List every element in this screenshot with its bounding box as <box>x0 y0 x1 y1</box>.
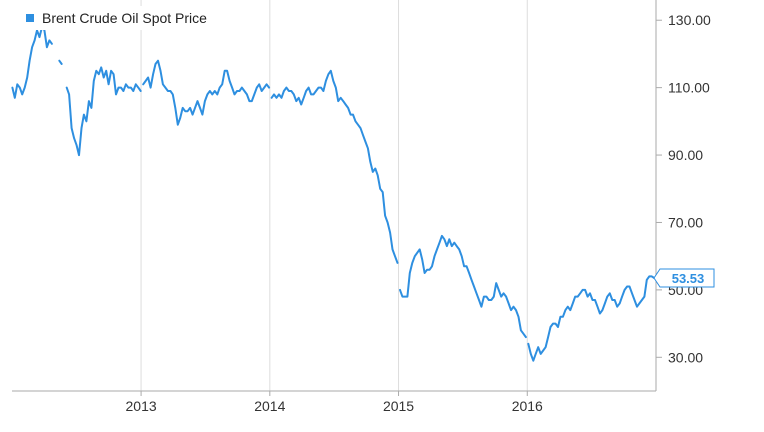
series-line-segment <box>527 275 656 362</box>
legend-series-name: Brent Crude Oil Spot Price <box>42 10 207 26</box>
series-line-segment <box>65 66 142 157</box>
y-tick-label: 130.00 <box>668 12 711 28</box>
x-axis-ticks: 2013 2014 2015 2016 <box>126 391 543 414</box>
series-line-segment <box>142 59 271 126</box>
last-value-badge <box>653 268 715 288</box>
last-value-label: 53.53 <box>653 268 715 288</box>
x-tick-label: 2016 <box>512 398 543 414</box>
legend: Brent Crude Oil Spot Price <box>14 6 217 30</box>
series-line-segment <box>58 59 63 65</box>
x-tick-label: 2015 <box>383 398 414 414</box>
x-tick-label: 2014 <box>254 398 285 414</box>
series-line-segment <box>11 26 53 99</box>
grid-lines <box>140 0 528 391</box>
series-layer <box>11 26 656 362</box>
x-tick-label: 2013 <box>126 398 157 414</box>
last-value-text: 53.53 <box>672 271 705 286</box>
y-tick-label: 110.00 <box>668 80 710 96</box>
legend-swatch <box>26 14 34 22</box>
y-tick-label: 90.00 <box>668 147 703 163</box>
y-tick-label: 30.00 <box>668 349 703 365</box>
series-line-segment <box>270 69 399 264</box>
y-tick-label: 70.00 <box>668 214 703 230</box>
series-line-segment <box>399 234 527 339</box>
axes <box>12 0 657 392</box>
